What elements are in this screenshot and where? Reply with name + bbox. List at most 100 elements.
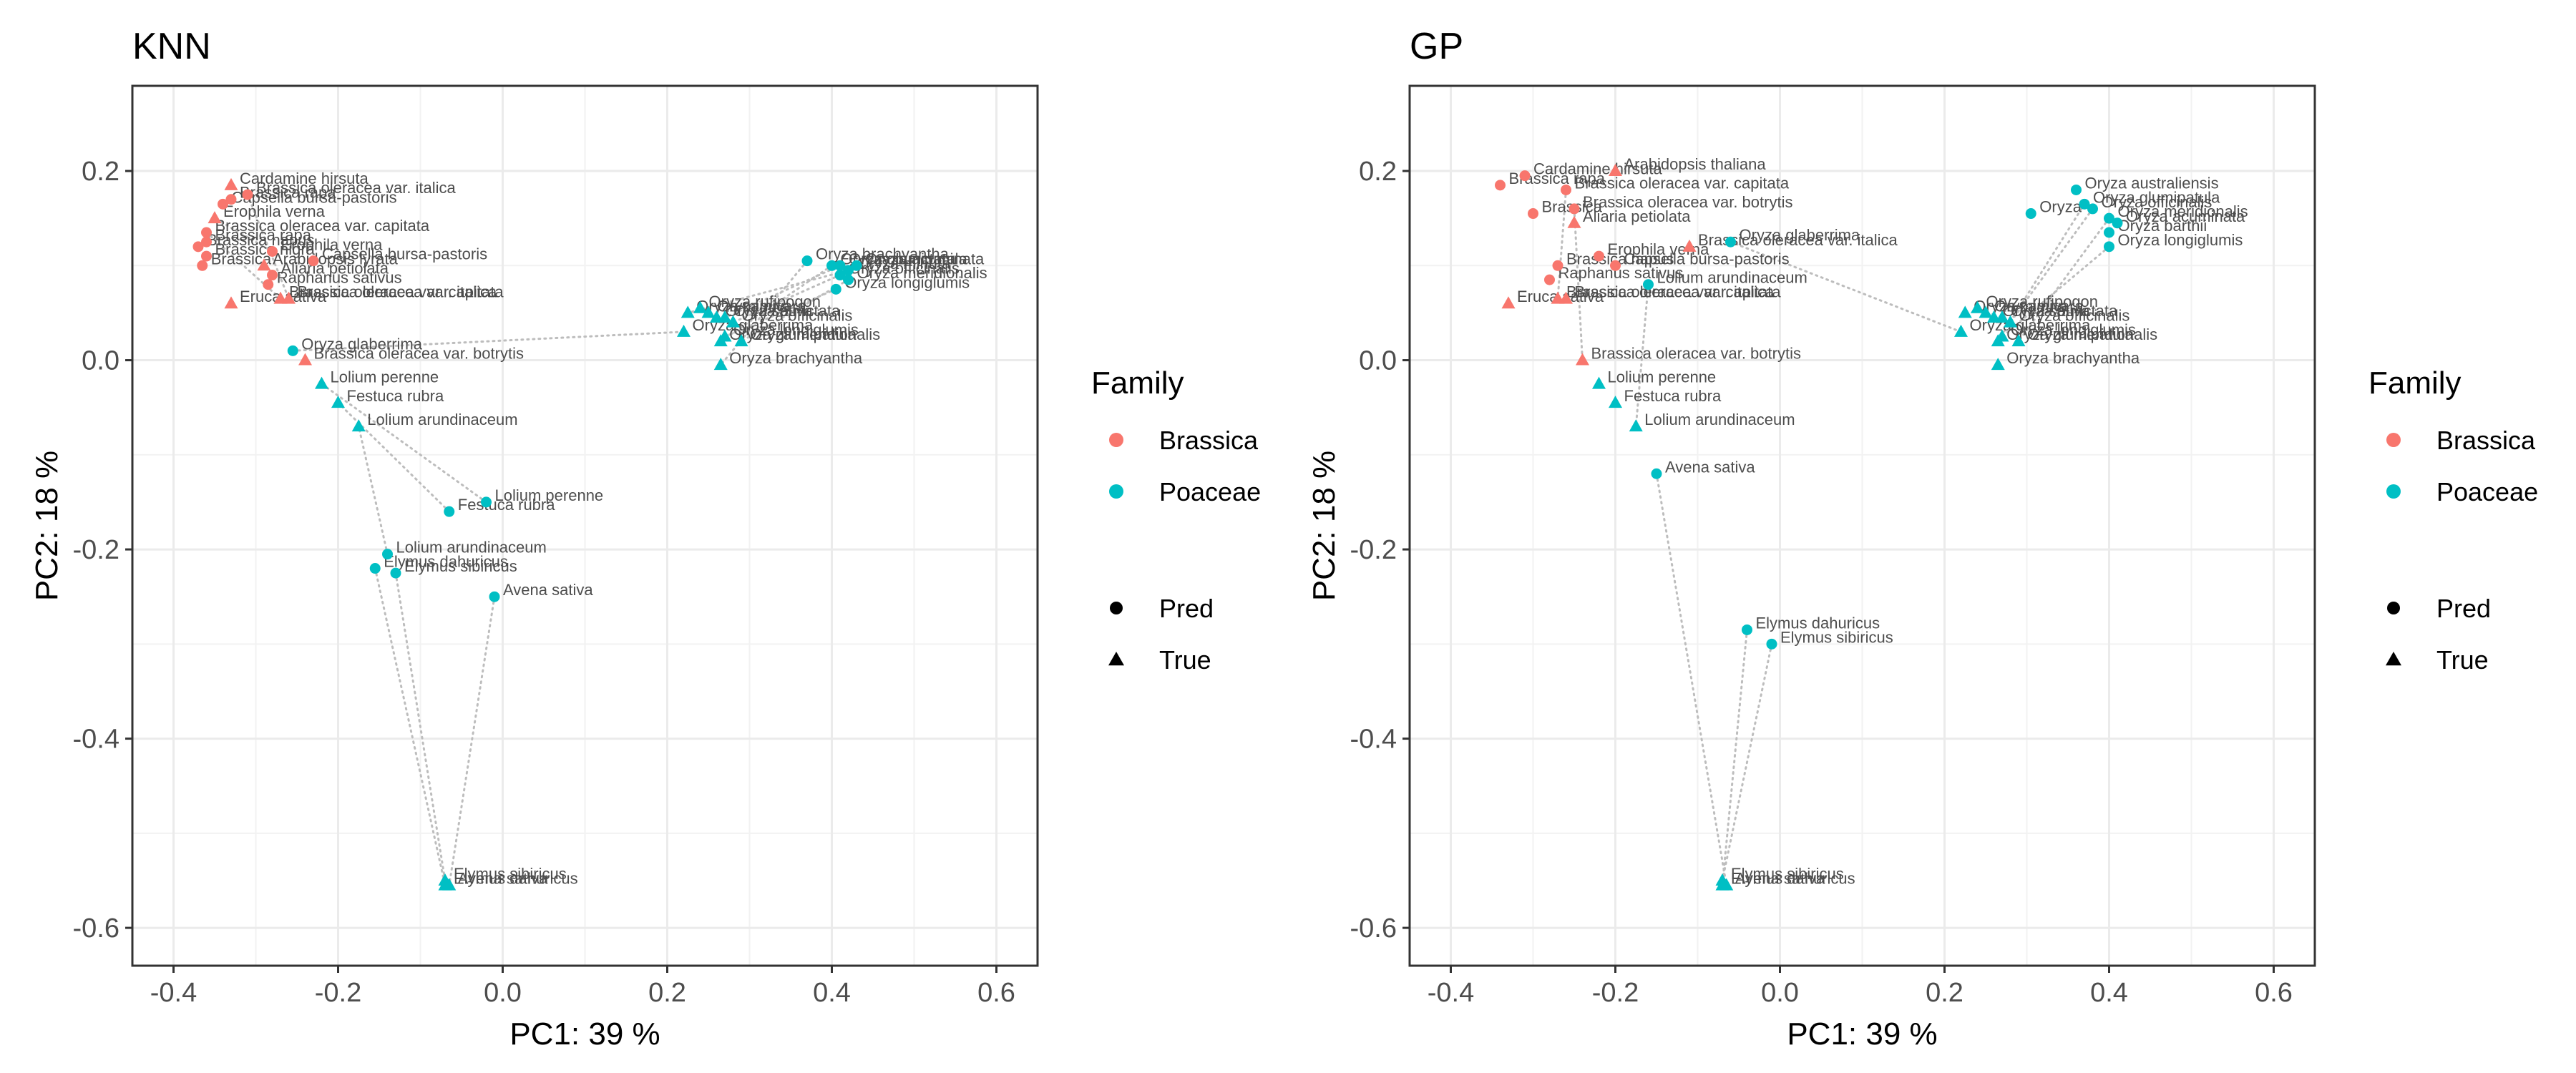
point-true-triangle — [1954, 324, 1968, 337]
point-true-triangle — [1991, 334, 2005, 347]
point-label: Oryza brachyantha — [729, 349, 863, 367]
point-label: Brassica napus — [207, 231, 314, 249]
point-label: Oryza nivara — [1994, 297, 2084, 315]
point-label: Elymus dahuricus — [454, 870, 578, 888]
point-label: Elymus sibiricus — [454, 865, 567, 883]
point-label: Cardamine hirsuta — [1533, 160, 1663, 178]
point-label: Capsella bursa-pastoris — [322, 245, 487, 263]
point-true-triangle — [734, 334, 748, 347]
connector-line — [1655, 472, 1728, 887]
point-pred-circle — [2104, 241, 2114, 253]
point-label: Oryza meridionalis — [2118, 202, 2248, 220]
point-true-triangle — [442, 878, 457, 891]
point-label: Oryza glumipatula — [2006, 325, 2134, 343]
point-pred-circle — [263, 279, 274, 290]
point-pred-circle — [2079, 198, 2090, 210]
point-label: Oryza barthii — [2118, 217, 2207, 235]
point-true-triangle — [257, 258, 271, 271]
point-label: Oryza — [2039, 198, 2082, 216]
x-axis-label: PC1: 39 % — [509, 1016, 660, 1052]
point-true-triangle — [224, 177, 238, 190]
point-pred-circle — [218, 198, 228, 210]
y-tick-label: -0.4 — [73, 725, 119, 755]
legend-key-brassica — [1109, 433, 1123, 447]
point-true-triangle — [2011, 334, 2026, 347]
point-true-triangle — [1719, 878, 1734, 891]
x-tick-label: 0.6 — [2255, 978, 2293, 1008]
point-label: Lolium arundinaceum — [1644, 411, 1795, 428]
connector-line — [732, 274, 841, 324]
plot-border — [131, 84, 1039, 967]
plot-border — [1408, 84, 2316, 967]
point-label: Oryza meridionalis — [857, 264, 987, 282]
point-pred-circle — [201, 250, 212, 262]
point-label: Brassica oleracea var. capitata — [289, 283, 504, 301]
connector-line — [205, 231, 282, 300]
legend-shape-true — [1108, 652, 1124, 666]
point-label: Oryza meridionalis — [2027, 325, 2157, 343]
x-tick-label: 0.0 — [1761, 978, 1799, 1008]
point-label: Oryza longiglumis — [2011, 320, 2136, 338]
point-true-triangle — [680, 305, 695, 318]
point-true-triangle — [726, 315, 740, 328]
point-pred-circle — [444, 506, 455, 517]
point-label: Oryza longiglumis — [733, 320, 859, 338]
point-pred-circle — [851, 260, 862, 271]
point-true-triangle — [1501, 296, 1516, 309]
point-label: Lolium arundinaceum — [396, 539, 547, 557]
point-pred-circle — [1725, 236, 1736, 248]
y-tick-label: -0.2 — [1350, 535, 1397, 565]
point-label: Oryza brachyantha — [816, 245, 950, 263]
point-label: Oryza punctata — [849, 250, 956, 268]
point-label: Oryza australiensis — [2085, 174, 2219, 192]
point-label: Cardamine hirsuta — [240, 170, 369, 187]
point-label: Oryza glaberrima — [301, 335, 422, 353]
point-label: Brassica nigra — [215, 240, 316, 258]
point-pred-circle — [201, 227, 212, 238]
point-true-triangle — [1576, 353, 1589, 366]
point-pred-circle — [2025, 208, 2036, 220]
point-label: Oryza rufipogon — [1986, 293, 2099, 310]
point-label: Raphanus sativus — [1558, 264, 1684, 282]
point-pred-circle — [1561, 184, 1571, 195]
point-pred-circle — [2112, 217, 2123, 229]
y-axis-label: PC2: 18 % — [1307, 451, 1342, 601]
point-label: Oryza punctata — [733, 302, 841, 320]
point-true-triangle — [1979, 305, 1993, 318]
point-label: Brassica oleracea var. capitata — [215, 217, 430, 235]
chart-title: GP — [1410, 26, 1463, 67]
y-tick-label: -0.4 — [1350, 725, 1397, 755]
point-label: Brassica oleracea var. italica — [1575, 283, 1775, 301]
point-true-triangle — [1559, 291, 1573, 304]
y-tick-label: 0.2 — [82, 157, 119, 187]
x-tick-label: 0.4 — [2090, 978, 2128, 1008]
point-true-triangle — [298, 353, 312, 366]
point-label: Capsella bursa-pastoris — [1624, 250, 1790, 268]
point-pred-circle — [267, 245, 278, 257]
point-true-triangle — [1682, 239, 1697, 252]
point-true-triangle — [315, 376, 328, 389]
point-label: Oryza meridionalis — [750, 325, 880, 343]
point-pred-circle — [308, 255, 319, 267]
point-label: Oryza acuminata — [865, 250, 985, 268]
x-tick-label: -0.2 — [1592, 978, 1639, 1008]
x-tick-label: 0.2 — [648, 978, 686, 1008]
point-pred-circle — [1568, 203, 1580, 215]
connector-line — [394, 572, 447, 882]
point-label: Oryza sativa — [2003, 302, 2091, 320]
point-label: Lolium arundinaceum — [367, 411, 517, 428]
legend-title: Family — [2368, 366, 2462, 401]
point-label: Brassica oleracea var. botrytis — [1591, 345, 1801, 363]
connector-line — [357, 425, 389, 556]
point-label: Oryza officinalis — [849, 260, 960, 278]
point-label: Avena sativa — [1665, 458, 1755, 476]
legend-label-pred: Pred — [2436, 594, 2491, 623]
x-tick-label: 0.4 — [813, 978, 851, 1008]
point-pred-circle — [481, 496, 492, 508]
point-label: Brassica oleracea var. capitata — [1566, 283, 1781, 301]
point-label: Avena sativa — [1735, 870, 1825, 888]
point-pred-circle — [2087, 203, 2098, 215]
point-label: Avena sativa — [458, 870, 548, 888]
point-label: Erophila verna — [281, 235, 384, 253]
